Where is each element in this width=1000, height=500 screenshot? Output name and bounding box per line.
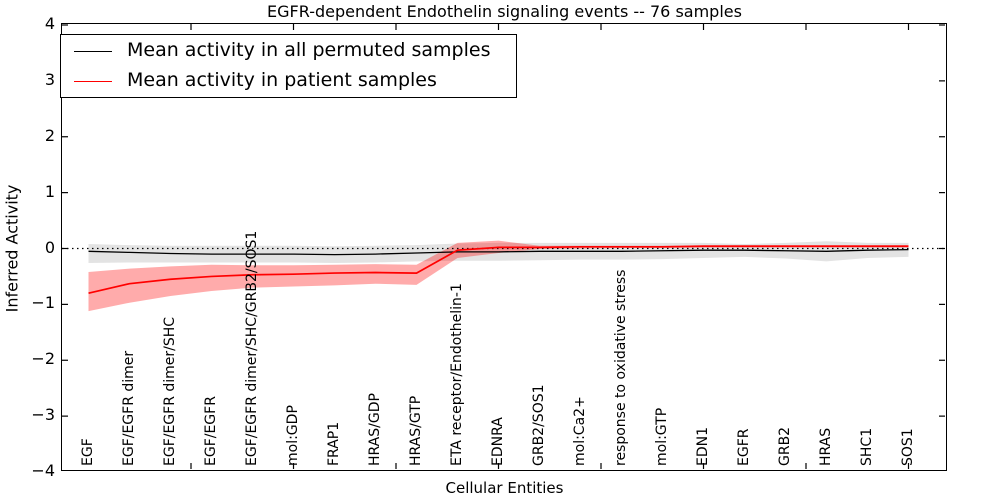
x-category-label: SOS1 (899, 428, 916, 466)
y-tick-label: −3 (31, 405, 55, 425)
x-category-label: mol:GDP (284, 405, 301, 466)
permuted-line-sample (74, 51, 112, 52)
x-category-label: GRB2/SOS1 (530, 384, 547, 466)
x-category-label: mol:Ca2+ (571, 396, 588, 466)
chart-svg (62, 24, 945, 469)
legend-label-permuted: Mean activity in all permuted samples (127, 39, 491, 61)
x-axis-label: Cellular Entities (445, 479, 564, 497)
x-category-label: ETA receptor/Endothelin-1 (448, 283, 465, 466)
y-tick-label: 1 (44, 181, 55, 201)
chart-title: EGFR-dependent Endothelin signaling even… (267, 2, 742, 21)
y-tick-label: −2 (31, 349, 55, 369)
x-category-label: response to oxidative stress (612, 269, 629, 466)
x-category-label: HRAS/GDP (366, 393, 383, 466)
legend-entry-patient: Mean activity in patient samples (61, 67, 516, 97)
y-tick-label: 2 (44, 125, 55, 145)
y-tick-label: 3 (44, 69, 55, 89)
y-tick-label: −1 (31, 293, 55, 313)
x-category-label: FRAP1 (325, 421, 342, 466)
patient-line-sample (74, 81, 112, 82)
x-category-label: EGF (79, 438, 96, 466)
x-category-label: EGF/EGFR (202, 396, 219, 466)
x-category-label: GRB2 (776, 426, 793, 466)
patient-band (88, 240, 909, 312)
x-category-label: EDNRA (489, 417, 506, 466)
x-category-label: SHC1 (858, 427, 875, 466)
x-category-label: EGF/EGFR dimer/SHC/GRB2/SOS1 (243, 230, 260, 466)
x-category-label: HRAS/GTP (407, 395, 424, 466)
legend-label-patient: Mean activity in patient samples (127, 69, 437, 91)
y-tick-label: 4 (44, 14, 55, 33)
patient-mean-line (88, 245, 909, 295)
legend-entry-permuted: Mean activity in all permuted samples (61, 37, 516, 67)
permuted-mean-line (88, 248, 909, 256)
x-category-label: EGFR (735, 428, 752, 466)
y-tick-label: 0 (44, 237, 55, 257)
x-category-label: EGF/EGFR dimer (120, 350, 137, 466)
y-tick-label: −4 (31, 461, 55, 480)
x-category-label: EGF/EGFR dimer/SHC (161, 316, 178, 466)
x-category-label: EDN1 (694, 426, 711, 466)
x-category-label: HRAS (817, 427, 834, 466)
legend: Mean activity in all permuted samples Me… (60, 34, 517, 98)
x-category-label: mol:GTP (653, 407, 670, 466)
